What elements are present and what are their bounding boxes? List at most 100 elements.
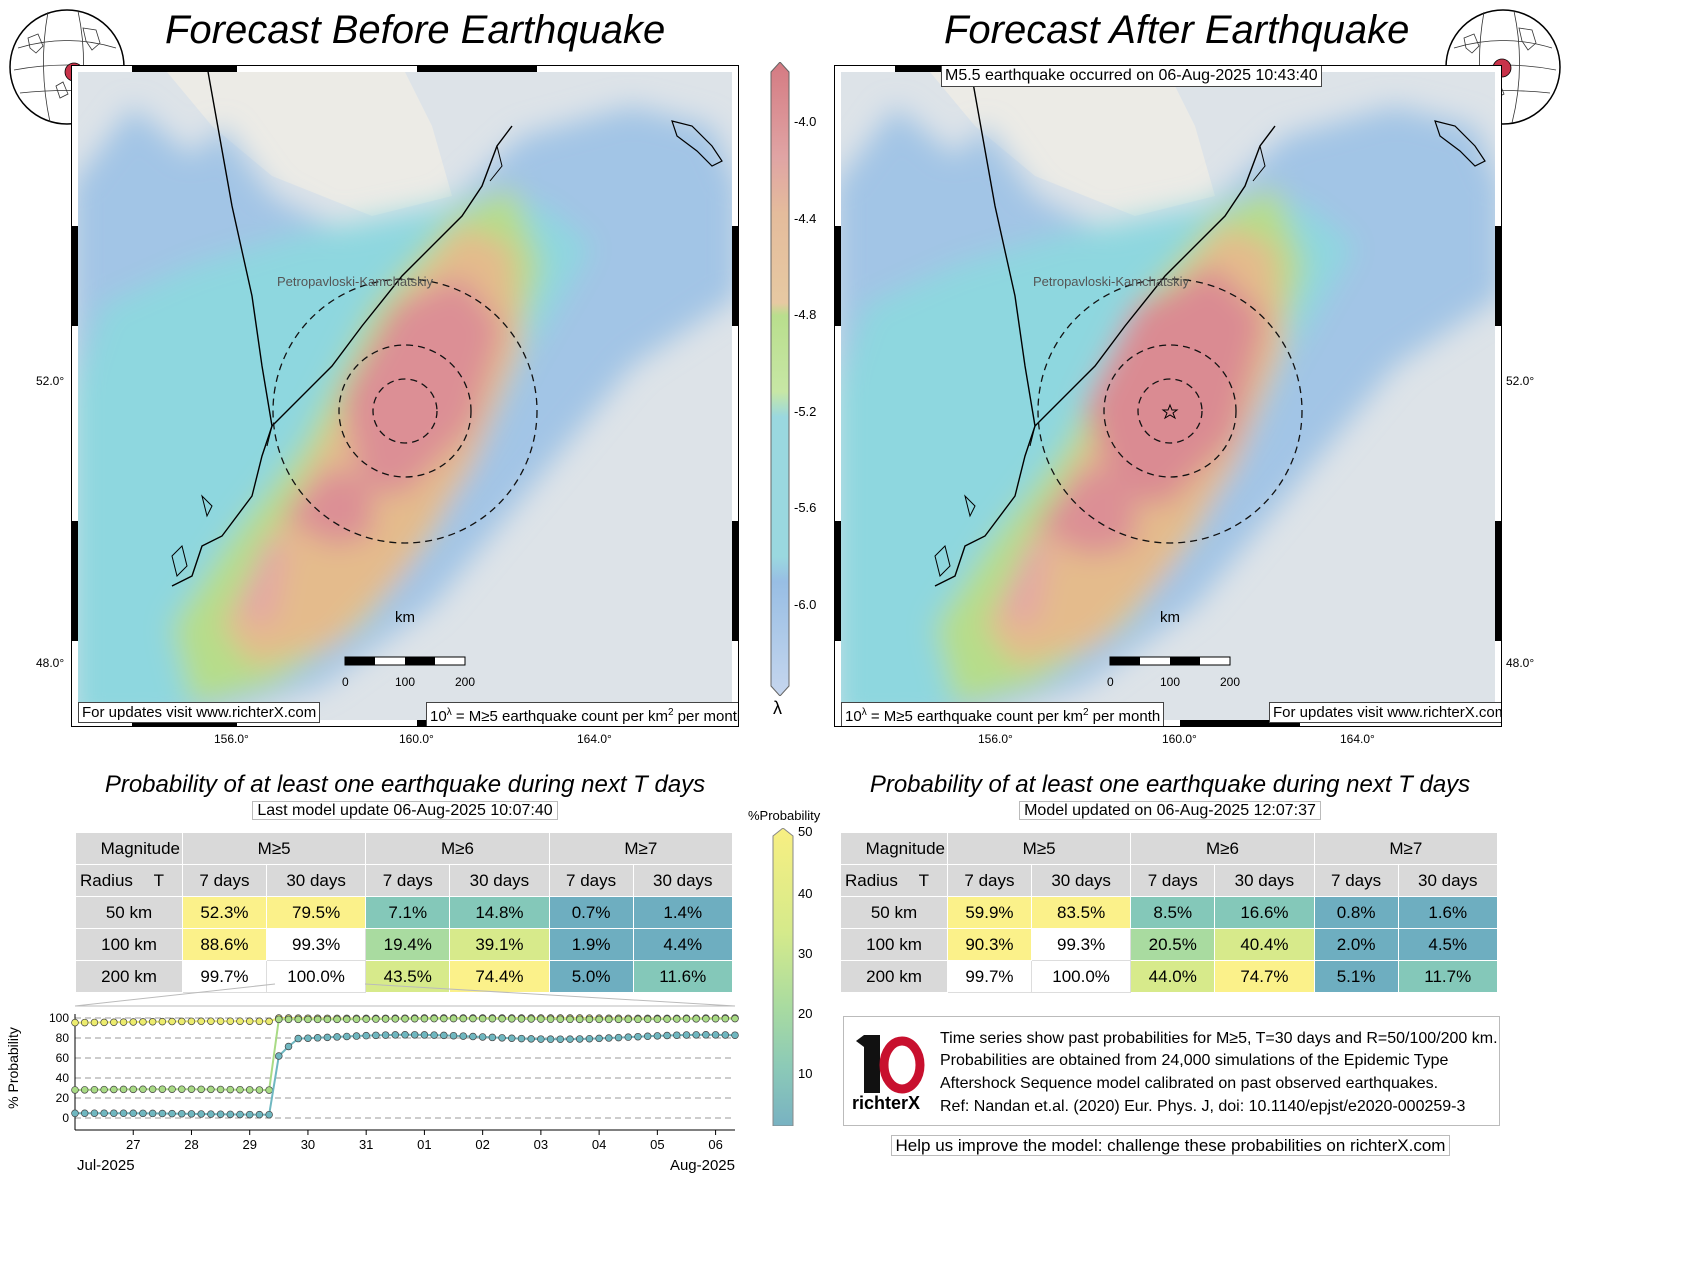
- series-point-100km: [459, 1014, 467, 1023]
- series-point-50km: [537, 1035, 545, 1043]
- table-row: 200 km 99.7% 100.0% 43.5% 74.4% 5.0% 11.6%: [75, 960, 734, 993]
- series-point-50km: [488, 1033, 497, 1042]
- right-lat-48: 48.0°: [1506, 656, 1535, 670]
- table-row: 50 km 52.3% 79.5% 7.1% 14.8% 0.7% 1.4%: [75, 896, 734, 929]
- y-tick-label: 100: [49, 1011, 69, 1025]
- table-prob-cell: 11.7%: [1397, 960, 1499, 993]
- right-city-label: Petropavloski-Kamchatskiy: [1033, 274, 1190, 289]
- right-map-title: Forecast After Earthquake: [944, 8, 1410, 52]
- series-point-50km: [71, 1109, 79, 1118]
- table-prob-cell: 100.0%: [1030, 960, 1132, 993]
- series-point-50km: [178, 1109, 186, 1118]
- series-point-200km: [178, 1017, 186, 1026]
- series-point-50km: [216, 1110, 225, 1118]
- month-label-aug: Aug-2025: [670, 1157, 735, 1174]
- series-point-50km: [702, 1031, 710, 1039]
- prob-colorbar-title: %Probability: [748, 808, 821, 823]
- left-lon-164: 164.0°: [577, 732, 612, 746]
- series-point-50km: [449, 1031, 458, 1040]
- table-period-header: 7 days: [1130, 864, 1216, 897]
- table-corner-radius: Radius T: [75, 864, 183, 897]
- series-point-100km: [711, 1014, 720, 1023]
- series-point-50km: [410, 1031, 419, 1039]
- series-point-100km: [284, 1015, 293, 1024]
- x-tick-label: 05: [650, 1137, 664, 1152]
- right-lon-164: 164.0°: [1340, 732, 1375, 746]
- series-point-50km: [595, 1034, 603, 1043]
- prob-colorbar: [772, 827, 794, 1127]
- help-link[interactable]: Help us improve the model: challenge the…: [890, 1135, 1451, 1156]
- series-point-50km: [440, 1031, 448, 1040]
- series-point-200km: [80, 1018, 89, 1027]
- left-km-label: km: [395, 609, 415, 626]
- series-point-100km: [255, 1086, 264, 1094]
- series-point-50km: [245, 1110, 254, 1119]
- series-point-50km: [527, 1035, 535, 1043]
- series-point-200km: [207, 1017, 215, 1025]
- info-line-3: Aftershock Sequence model calibrated on …: [940, 1075, 1439, 1092]
- series-point-50km: [275, 1052, 283, 1060]
- table-period-header: 30 days: [1397, 864, 1499, 897]
- cb-label-6.0: -6.0: [794, 597, 817, 612]
- right-visit-note: For updates visit www.richterX.com: [1269, 702, 1501, 723]
- series-point-200km: [71, 1018, 79, 1027]
- series-point-100km: [614, 1015, 623, 1024]
- series-point-100km: [537, 1015, 545, 1023]
- table-prob-cell: 99.7%: [947, 960, 1032, 993]
- series-line-50km: [74, 1033, 736, 1116]
- series-point-50km: [197, 1110, 205, 1118]
- table-prob-cell: 5.1%: [1313, 960, 1399, 993]
- left-scale-100: 100: [395, 675, 416, 689]
- table-radius-cell: 50 km: [840, 896, 948, 929]
- series-point-100km: [71, 1086, 79, 1094]
- series-point-100km: [508, 1015, 516, 1023]
- series-point-50km: [294, 1034, 302, 1043]
- series-point-100km: [333, 1015, 341, 1024]
- left-table-subtitle: Last model update 06-Aug-2025 10:07:40: [252, 801, 558, 820]
- table-prob-cell: 99.3%: [1030, 928, 1132, 961]
- series-point-100km: [90, 1085, 99, 1094]
- series-point-100km: [168, 1085, 176, 1093]
- series-point-50km: [401, 1031, 409, 1039]
- right-scale-0: 0: [1107, 675, 1114, 689]
- left-probability-table: Magnitude M≥5 M≥6 M≥7 Radius T 7 days 30 days 7 …: [75, 832, 734, 993]
- series-point-100km: [226, 1085, 235, 1094]
- series-point-100km: [158, 1085, 167, 1093]
- series-point-200km: [226, 1017, 235, 1025]
- series-point-100km: [275, 1015, 283, 1024]
- table-mag-header: M≥5: [181, 832, 367, 865]
- series-point-50km: [634, 1032, 642, 1041]
- series-point-50km: [711, 1031, 720, 1039]
- x-tick-label: 02: [475, 1137, 489, 1152]
- pcb-label-50: 50: [798, 824, 813, 839]
- series-point-100km: [556, 1015, 565, 1023]
- cb-label-5.6: -5.6: [794, 500, 817, 515]
- series-point-50km: [546, 1035, 555, 1043]
- table-radius-cell: 50 km: [75, 896, 183, 929]
- richterx-logo: richterX: [852, 1027, 932, 1117]
- left-city-label: Petropavloski-Kamchatskiy: [277, 274, 434, 289]
- series-point-50km: [255, 1110, 264, 1119]
- series-point-100km: [643, 1015, 652, 1023]
- table-period-header: 7 days: [365, 864, 451, 897]
- series-point-200km: [90, 1018, 99, 1027]
- x-tick-label: 29: [242, 1137, 256, 1152]
- series-point-50km: [430, 1031, 438, 1039]
- series-point-50km: [731, 1031, 739, 1039]
- series-point-100km: [585, 1015, 594, 1024]
- series-point-100km: [663, 1015, 671, 1023]
- table-prob-cell: 11.6%: [632, 960, 734, 993]
- table-period-header: 30 days: [1030, 864, 1132, 897]
- cb-label-4.8: -4.8: [794, 307, 817, 322]
- series-point-50km: [517, 1034, 526, 1043]
- series-point-100km: [236, 1085, 244, 1094]
- left-scale-200: 200: [455, 675, 476, 689]
- series-point-100km: [469, 1014, 477, 1023]
- series-point-50km: [226, 1110, 235, 1119]
- series-point-50km: [682, 1031, 691, 1039]
- info-line-1: Time series show past probabilities for …: [940, 1030, 1498, 1047]
- series-point-100km: [100, 1085, 108, 1094]
- table-prob-cell: 100.0%: [265, 960, 367, 993]
- table-prob-cell: 74.7%: [1214, 960, 1315, 993]
- series-point-200km: [187, 1017, 196, 1026]
